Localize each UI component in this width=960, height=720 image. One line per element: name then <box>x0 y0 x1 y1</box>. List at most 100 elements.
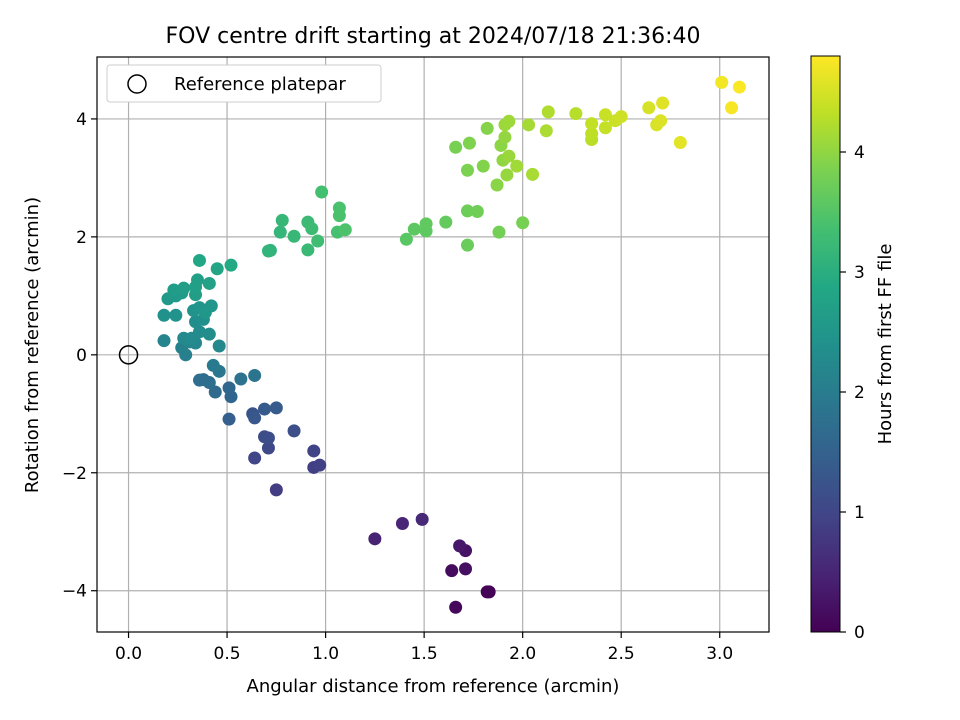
y-tick-label: 2 <box>76 228 87 248</box>
scatter-point <box>498 130 512 144</box>
scatter-point <box>490 178 504 192</box>
scatter-point <box>157 308 171 322</box>
scatter-point <box>269 401 283 415</box>
scatter-point <box>177 281 191 295</box>
scatter-point <box>541 105 555 119</box>
scatter-point <box>222 381 236 395</box>
scatter-point <box>248 451 262 465</box>
scatter-point <box>656 96 670 110</box>
scatter-point <box>332 209 346 223</box>
x-tick-label: 0.0 <box>115 644 142 664</box>
colorbar-tick-label: 2 <box>854 383 865 403</box>
scatter-point <box>460 204 474 218</box>
y-tick-label: −2 <box>62 464 87 484</box>
scatter-point <box>399 232 413 246</box>
scatter-point <box>500 168 514 182</box>
scatter-point <box>368 532 382 546</box>
scatter-point <box>460 163 474 177</box>
scatter-point <box>208 385 222 399</box>
colorbar-ticks: 0 1 2 3 4 <box>840 143 865 643</box>
scatter-point <box>287 424 301 438</box>
legend-marker <box>127 74 147 94</box>
scatter-point <box>598 108 612 122</box>
scatter-point <box>157 334 171 348</box>
scatter-point <box>338 223 352 237</box>
scatter-point <box>222 412 236 426</box>
plot-background <box>97 57 769 632</box>
scatter-point <box>449 600 463 614</box>
grid-lines <box>97 57 769 632</box>
scatter-point <box>502 114 516 128</box>
y-axis-ticks: −4 −2 0 2 4 <box>62 110 97 602</box>
scatter-point <box>614 110 628 124</box>
x-axis-label: Angular distance from reference (arcmin) <box>247 676 620 697</box>
scatter-point <box>480 121 494 135</box>
scatter-point <box>307 444 321 458</box>
scatter-point <box>502 149 516 163</box>
scatter-point <box>202 327 216 341</box>
colorbar-tick-label: 3 <box>854 263 865 283</box>
scatter-point <box>258 402 272 416</box>
scatter-point <box>480 585 494 599</box>
scatter-point <box>598 121 612 135</box>
scatter-point <box>261 441 275 455</box>
scatter-point <box>261 244 275 258</box>
scatter-point <box>569 107 583 121</box>
scatter-point <box>476 159 490 173</box>
scatter-point <box>275 213 289 227</box>
scatter-point <box>642 101 656 115</box>
scatter-point <box>449 140 463 154</box>
scatter-point <box>725 101 739 115</box>
scatter-point <box>439 215 453 229</box>
colorbar-label: Hours from first FF file <box>875 244 896 445</box>
scatter-point <box>516 216 530 230</box>
scatter-point <box>585 127 599 141</box>
scatter-point <box>462 136 476 150</box>
scatter-point <box>415 512 429 526</box>
colorbar-tick-label: 4 <box>854 143 865 163</box>
x-tick-label: 1.0 <box>312 644 339 664</box>
scatter-point <box>167 283 181 297</box>
scatter-point <box>202 276 216 290</box>
scatter-point <box>419 217 433 231</box>
y-tick-label: 4 <box>76 110 87 130</box>
x-tick-label: 3.0 <box>706 644 733 664</box>
colorbar-gradient <box>810 55 841 633</box>
scatter-points <box>157 75 746 614</box>
colorbar: 0 1 2 3 4 Hours from first FF file <box>810 55 896 643</box>
scatter-point <box>212 339 226 353</box>
x-tick-label: 1.5 <box>411 644 438 664</box>
x-axis-ticks: 0.0 0.5 1.0 1.5 2.0 2.5 3.0 <box>115 632 733 664</box>
scatter-point <box>224 258 238 272</box>
plot-area: 0.0 0.5 1.0 1.5 2.0 2.5 3.0 −4 −2 0 2 4 <box>62 56 770 664</box>
x-tick-label: 2.0 <box>509 644 536 664</box>
scatter-point <box>539 124 553 138</box>
scatter-point <box>269 483 283 497</box>
scatter-point <box>313 458 327 472</box>
x-tick-label: 2.5 <box>608 644 635 664</box>
plot-frame <box>96 56 770 633</box>
scatter-point <box>301 243 315 257</box>
scatter-point <box>202 376 216 390</box>
x-tick-label: 0.5 <box>214 644 241 664</box>
y-tick-label: −4 <box>62 582 87 602</box>
scatter-point <box>470 205 484 219</box>
scatter-point <box>445 564 459 578</box>
scatter-point <box>287 229 301 243</box>
scatter-point <box>192 373 206 387</box>
scatter-point <box>654 114 668 128</box>
scatter-point <box>673 136 687 150</box>
scatter-point <box>248 368 262 382</box>
scatter-point <box>206 358 220 372</box>
scatter-point <box>191 273 205 287</box>
scatter-point <box>526 167 540 181</box>
scatter-point <box>234 372 248 386</box>
scatter-point <box>198 305 212 319</box>
colorbar-tick-label: 0 <box>854 623 865 643</box>
scatter-point <box>192 325 206 339</box>
colorbar-tick-label: 1 <box>854 503 865 523</box>
legend: Reference platepar <box>106 64 382 103</box>
legend-entry-reference: Reference platepar <box>174 74 346 95</box>
y-axis-label: Rotation from reference (arcmin) <box>22 197 43 493</box>
